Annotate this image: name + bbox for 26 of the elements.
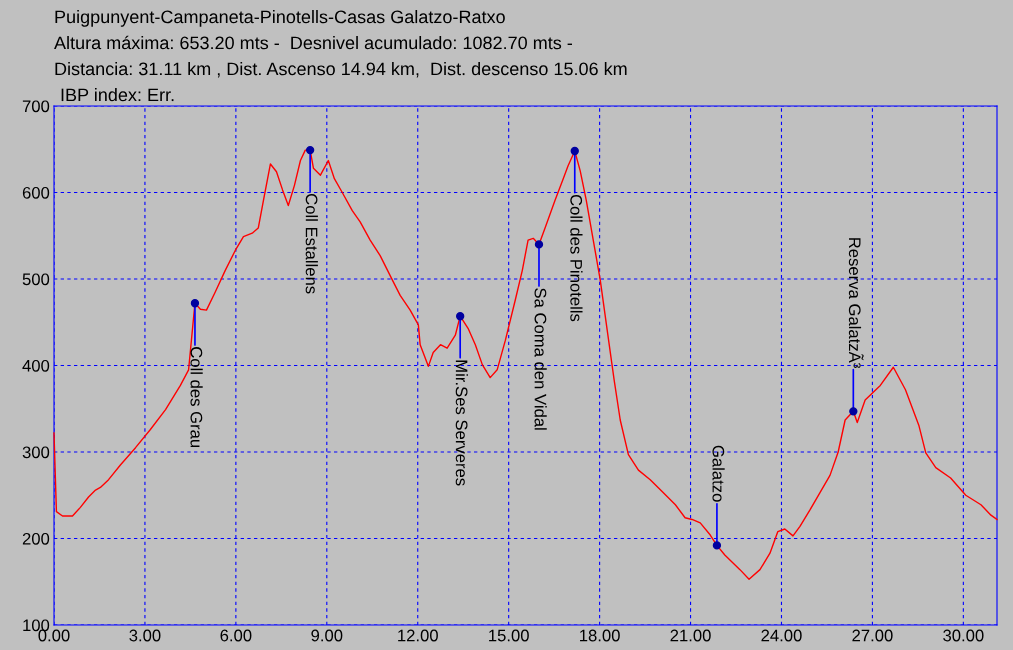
y-tick-label: 200 (22, 532, 50, 545)
x-tick-label: 6.00 (220, 629, 252, 642)
annotation: Coll des Grau (190, 347, 203, 448)
y-tick-label: 600 (22, 186, 50, 199)
y-tick-label: 500 (22, 273, 50, 286)
x-tick-label: 30.00 (943, 629, 984, 642)
annotation: Galatzo (712, 445, 725, 502)
y-tick-label: 400 (22, 359, 50, 372)
annotation: Coll des Pinotells (570, 194, 583, 322)
x-tick-label: 24.00 (761, 629, 802, 642)
x-tick-label: 21.00 (670, 629, 711, 642)
x-tick-label: 15.00 (489, 629, 529, 642)
annotation: Mir.Ses Serveres (455, 360, 468, 486)
x-tick-label: 3.00 (129, 629, 161, 642)
chart-title: Puigpunyent-Campaneta-Pinotells-Casas Galatzo-Ratxo (55, 10, 505, 27)
annotation: Coll Estallens (305, 194, 318, 294)
x-tick-label: 12.00 (398, 629, 438, 642)
chart-subtitle: Altura máxima: 653.20 mts - Desnivel acumulado: 1082.70 mts - Distancia: 31.11 km , Dist. Ascenso 14.94 km, Dist. descenso 15.06 km (54, 35, 627, 78)
y-tick-label: 700 (22, 100, 50, 113)
x-tick-label: 18.00 (580, 629, 620, 642)
x-tick-label: 27.00 (852, 629, 893, 642)
y-tick-label: 300 (22, 446, 50, 459)
annotation: Reserva GalatzÃ³ (848, 238, 864, 368)
annotation: Sa Coma den Vidal (534, 288, 547, 430)
x-tick-label: 9.00 (311, 629, 343, 642)
text: IBP index: Err. (61, 88, 174, 102)
